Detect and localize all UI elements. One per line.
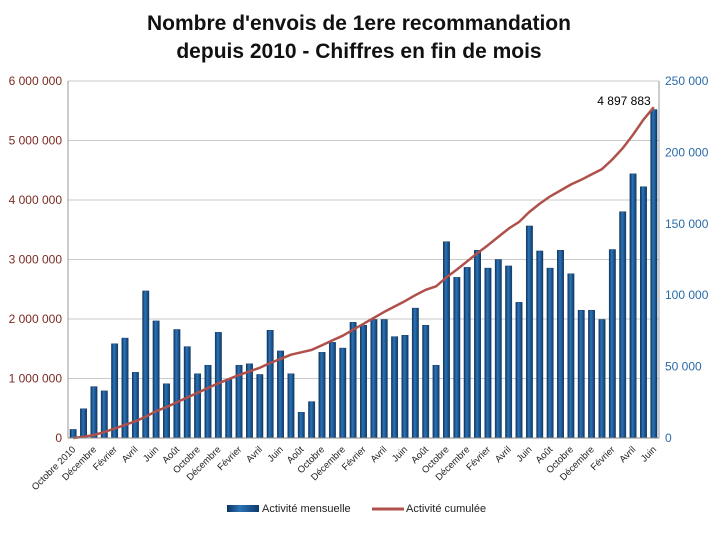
bar bbox=[173, 329, 181, 439]
bar bbox=[380, 319, 388, 439]
bar bbox=[246, 363, 253, 439]
legend-bar-label: Activité mensuelle bbox=[262, 503, 351, 515]
cumulative-line bbox=[73, 106, 655, 440]
left-tick-label: 1 000 000 bbox=[9, 372, 63, 386]
peak-annotation: 4 897 883 bbox=[597, 94, 651, 108]
bar-series bbox=[69, 109, 658, 439]
bar bbox=[411, 307, 419, 439]
x-tick-label: Juin bbox=[639, 444, 659, 464]
bar bbox=[619, 211, 627, 439]
bar bbox=[557, 250, 564, 439]
bar bbox=[391, 336, 399, 439]
right-tick-label: 250 000 bbox=[665, 74, 709, 88]
x-tick-label: Avril bbox=[617, 444, 638, 465]
bar bbox=[277, 350, 284, 439]
right-tick-label: 150 000 bbox=[665, 217, 709, 231]
legend-line-label: Activité cumulée bbox=[406, 503, 486, 515]
left-tick-label: 5 000 000 bbox=[9, 134, 63, 148]
right-tick-label: 100 000 bbox=[665, 288, 709, 302]
bar bbox=[453, 277, 461, 439]
x-tick-label: Juin bbox=[390, 444, 410, 464]
bar bbox=[463, 267, 471, 439]
bar bbox=[90, 386, 98, 439]
left-axis: 0 1 000 000 2 000 000 3 000 000 4 000 000 5 0… bbox=[9, 74, 69, 445]
bar bbox=[640, 186, 647, 439]
bar bbox=[546, 267, 554, 439]
bar bbox=[370, 319, 378, 439]
left-tick-label: 3 000 000 bbox=[9, 253, 63, 267]
left-tick-label: 4 000 000 bbox=[9, 193, 63, 207]
bar bbox=[422, 324, 430, 439]
bar bbox=[608, 249, 616, 439]
left-tick-label: 2 000 000 bbox=[9, 312, 63, 326]
bar bbox=[515, 302, 523, 439]
bar bbox=[432, 364, 440, 439]
right-tick-label: 50 000 bbox=[665, 360, 702, 374]
bar bbox=[194, 373, 202, 439]
bar bbox=[308, 401, 316, 439]
x-tick-label: Juin bbox=[266, 444, 286, 464]
bar bbox=[339, 347, 347, 439]
x-tick-label: Avril bbox=[244, 444, 265, 465]
bar bbox=[598, 319, 606, 439]
x-tick-label: Avril bbox=[120, 444, 141, 465]
bar bbox=[183, 346, 191, 439]
right-tick-label: 200 000 bbox=[665, 145, 709, 159]
bar bbox=[204, 364, 212, 439]
chart-title-line-2: depuis 2010 - Chiffres en fin de mois bbox=[176, 40, 541, 63]
bar bbox=[318, 352, 326, 439]
legend: Activité mensuelle Activité cumulée bbox=[227, 503, 486, 515]
bar bbox=[152, 320, 160, 439]
bar bbox=[525, 225, 533, 439]
bar bbox=[401, 334, 409, 439]
bar bbox=[474, 250, 481, 439]
bar bbox=[443, 241, 450, 439]
x-tick-label: Avril bbox=[369, 444, 390, 465]
bar bbox=[80, 408, 87, 439]
line-series bbox=[73, 106, 655, 440]
legend-bar-swatch bbox=[227, 505, 259, 512]
bar bbox=[505, 265, 513, 439]
bar bbox=[256, 374, 264, 439]
x-tick-label: Juin bbox=[514, 444, 534, 464]
bar bbox=[287, 373, 295, 439]
bar bbox=[131, 372, 139, 439]
x-tick-label: Avril bbox=[493, 444, 514, 465]
bar bbox=[328, 342, 336, 439]
bar bbox=[588, 309, 596, 439]
x-tick-label: Juin bbox=[141, 444, 161, 464]
left-tick-label: 0 bbox=[55, 431, 62, 445]
bar bbox=[567, 273, 575, 439]
bar bbox=[577, 309, 585, 439]
bar bbox=[297, 412, 305, 439]
bar bbox=[360, 324, 367, 439]
right-axis: 0 50 000 100 000 150 000 200 000 250 000 bbox=[658, 74, 709, 445]
gridlines bbox=[68, 80, 659, 439]
chart-title-line-1: Nombre d'envois de 1ere recommandation bbox=[147, 12, 571, 35]
right-tick-label: 0 bbox=[665, 431, 672, 445]
bar bbox=[163, 383, 170, 439]
bar bbox=[225, 379, 233, 439]
left-tick-label: 6 000 000 bbox=[9, 74, 63, 88]
bar bbox=[494, 259, 502, 439]
bar bbox=[650, 109, 658, 439]
bar bbox=[629, 173, 637, 439]
bar bbox=[266, 329, 274, 439]
bar bbox=[484, 267, 492, 439]
bar bbox=[111, 343, 119, 439]
bar bbox=[536, 250, 544, 439]
bar bbox=[349, 322, 357, 439]
